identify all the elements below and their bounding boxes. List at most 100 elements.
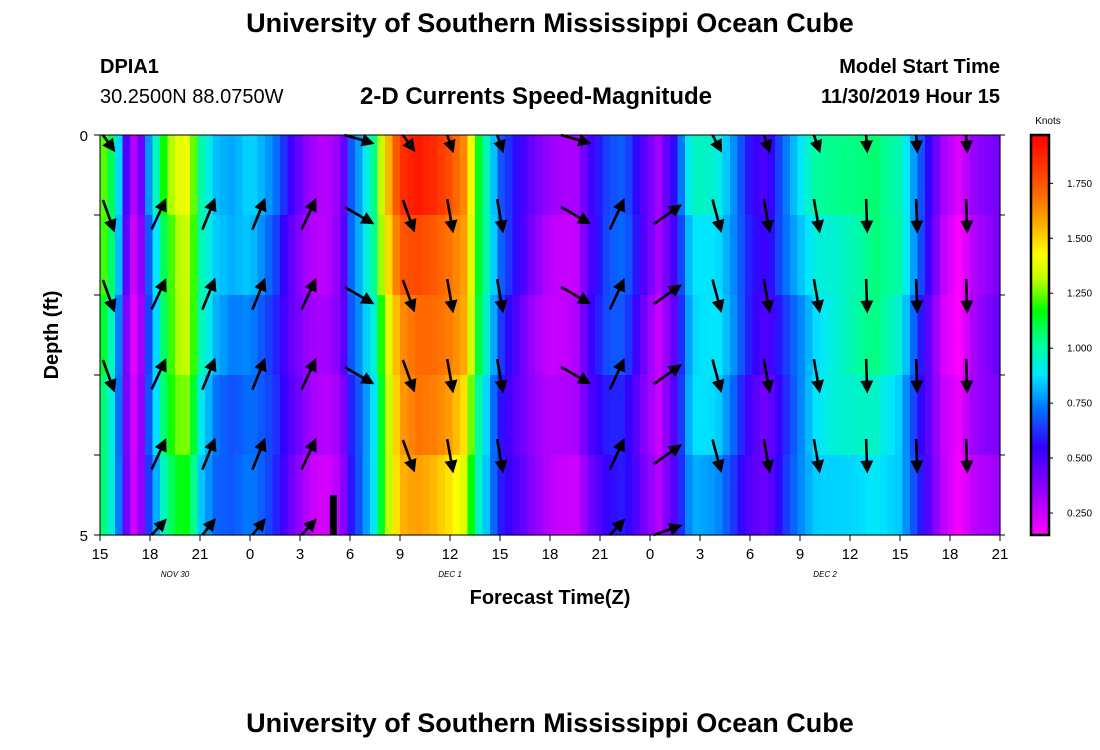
heatmap-cell <box>452 215 461 296</box>
heatmap-cell <box>752 375 761 456</box>
heatmap-cell <box>257 455 266 536</box>
heatmap-cell <box>482 455 491 536</box>
heatmap-cell <box>820 295 829 376</box>
heatmap-cell <box>557 455 566 536</box>
current-arrow <box>150 518 167 536</box>
current-arrow <box>494 278 508 314</box>
colorbar: 0.250 0.500 0.750 1.000 1.250 1.500 1.750 <box>1029 133 1092 537</box>
current-arrow <box>494 198 508 234</box>
heatmap-cell <box>197 455 206 536</box>
heatmap-cell <box>640 295 649 376</box>
heatmap-cell <box>287 215 296 296</box>
heatmap-cell <box>865 375 874 456</box>
heatmap-cell <box>100 375 109 456</box>
heatmap-cell <box>820 375 829 456</box>
heatmap-cell <box>797 455 806 536</box>
heatmap-cell <box>775 215 784 296</box>
heatmap-cell <box>737 215 746 296</box>
heatmap-cell <box>377 215 386 296</box>
heatmap-cell <box>400 135 409 216</box>
heatmap-cell <box>340 375 349 456</box>
heatmap-cell <box>610 375 619 456</box>
heatmap-cell <box>340 455 349 536</box>
heatmap-cell <box>617 375 626 456</box>
heatmap-cell <box>835 215 844 296</box>
heatmap-cell <box>212 375 221 456</box>
x-tick-label: 18 <box>142 546 159 563</box>
current-arrow <box>101 199 117 233</box>
heatmap-cell <box>205 455 214 536</box>
colorbar-tick-label: 1.500 <box>1067 234 1092 245</box>
heatmap-cell <box>730 455 739 536</box>
heatmap-cell <box>970 135 979 216</box>
heatmap-cell <box>175 455 184 536</box>
heatmap-cell <box>100 135 109 216</box>
heatmap-cell <box>355 215 364 296</box>
heatmap-cell <box>677 455 686 536</box>
colorbar-tick-label: 0.500 <box>1067 454 1092 465</box>
heatmap-cell <box>385 295 394 376</box>
heatmap-cell <box>407 375 416 456</box>
heatmap-cell <box>932 455 941 536</box>
heatmap-cell <box>422 375 431 456</box>
heatmap-cell <box>355 455 364 536</box>
heatmap-cell <box>400 295 409 376</box>
colorbar-tick-label: 1.750 <box>1067 179 1092 190</box>
current-arrow <box>960 198 974 234</box>
heatmap-cell <box>325 375 334 456</box>
heatmap-cell <box>175 135 184 216</box>
heatmap-cell <box>992 295 1001 376</box>
heatmap-cell <box>385 135 394 216</box>
heatmap-cell <box>145 295 154 376</box>
heatmap-cell <box>820 455 829 536</box>
heatmap-cell <box>910 215 919 296</box>
current-arrow <box>560 133 592 147</box>
heatmap-cell <box>355 375 364 456</box>
heatmap-cell <box>257 135 266 216</box>
heatmap-cell <box>970 375 979 456</box>
heatmap-cell <box>925 215 934 296</box>
heatmap-cell <box>775 375 784 456</box>
chart-subtitle: 2-D Currents Speed-Magnitude <box>360 83 713 110</box>
current-arrow <box>150 358 167 391</box>
y-tick-label: 0 <box>80 128 88 145</box>
heatmap-cell <box>865 295 874 376</box>
current-arrow <box>608 358 625 391</box>
heatmap-cell <box>370 295 379 376</box>
heatmap-cell <box>107 135 116 216</box>
heatmap-cell <box>475 375 484 456</box>
heatmap-cell <box>437 375 446 456</box>
heatmap-cell <box>557 375 566 456</box>
heatmap-cell <box>760 295 769 376</box>
current-arrow <box>343 285 375 305</box>
heatmap-cell <box>565 455 574 536</box>
heatmap-cell <box>767 215 776 296</box>
heatmap-cell <box>887 135 896 216</box>
heatmap-cell <box>985 455 994 536</box>
heatmap-cell <box>467 295 476 376</box>
heatmap-cell <box>250 215 259 296</box>
heatmap-cell <box>197 295 206 376</box>
current-arrow <box>910 278 924 314</box>
heatmap-cell <box>100 295 109 376</box>
heatmap-cell <box>392 375 401 456</box>
heatmap-cell <box>985 295 994 376</box>
heatmap-cell <box>347 455 356 536</box>
heatmap-cell <box>190 295 199 376</box>
current-arrow <box>251 357 267 391</box>
current-arrow <box>493 134 506 154</box>
heatmap-cell <box>962 135 971 216</box>
heatmap-cell <box>317 135 326 216</box>
heatmap-cell <box>782 455 791 536</box>
heatmap-cell <box>902 455 911 536</box>
heatmap-cell <box>115 135 124 216</box>
current-arrow <box>710 134 723 153</box>
heatmap-cell <box>797 295 806 376</box>
heatmap-cell <box>235 455 244 536</box>
current-arrow <box>811 438 825 474</box>
heatmap-cell <box>250 135 259 216</box>
heatmap-cell <box>242 295 251 376</box>
heatmap-cell <box>115 455 124 536</box>
heatmap-cell <box>430 455 439 536</box>
heatmap-cell <box>160 135 169 216</box>
